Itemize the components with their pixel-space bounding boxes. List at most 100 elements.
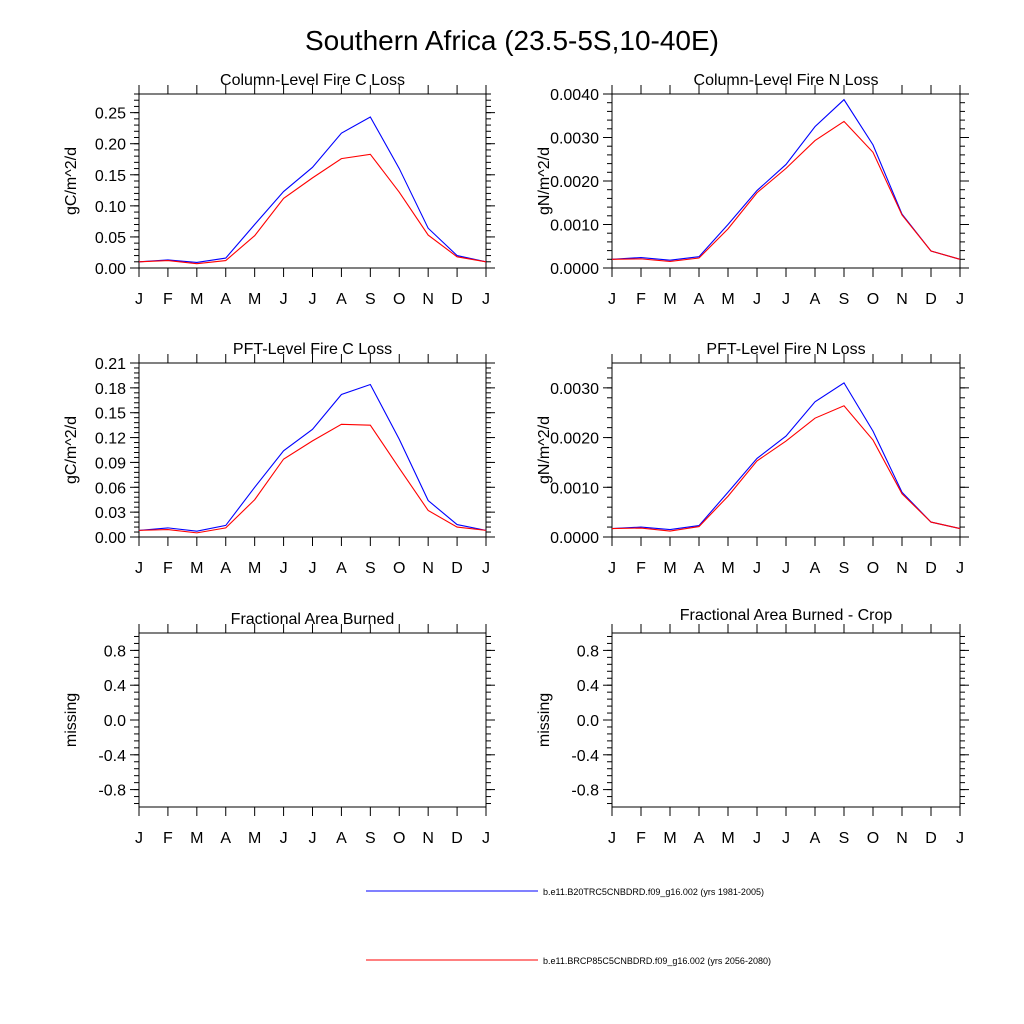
x-tick-label: J — [482, 830, 490, 847]
x-tick-label: J — [608, 830, 616, 847]
x-tick-label: F — [163, 830, 173, 847]
x-tick-label: J — [135, 830, 143, 847]
x-tick-label: F — [163, 291, 173, 308]
plot-frame — [611, 93, 961, 269]
plot-frame — [611, 632, 961, 808]
x-tick-label: O — [393, 830, 405, 847]
y-tick-label: 0.0030 — [550, 381, 599, 398]
y-tick-label: 0.20 — [95, 137, 126, 154]
y-tick-label: 0.00 — [95, 530, 126, 547]
y-tick-label: 0.0020 — [550, 431, 599, 448]
x-tick-label: J — [309, 830, 317, 847]
x-tick-label: A — [694, 560, 705, 577]
y-tick-label: -0.8 — [571, 783, 599, 800]
x-tick-label: M — [248, 291, 261, 308]
x-tick-label: M — [190, 291, 203, 308]
x-tick-label: J — [753, 291, 761, 308]
x-tick-label: S — [839, 291, 850, 308]
y-axis-label: gN/m^2/d — [536, 147, 553, 215]
x-tick-label: M — [190, 560, 203, 577]
x-tick-label: J — [482, 291, 490, 308]
x-tick-label: J — [956, 291, 964, 308]
x-tick-label: O — [393, 291, 405, 308]
series-line-1 — [138, 383, 487, 532]
x-tick-label: F — [636, 560, 646, 577]
plot-frame — [138, 93, 487, 269]
x-tick-label: A — [694, 291, 705, 308]
legend-label-2: b.e11.BRCP85C5CNBDRD.f09_g16.002 (yrs 20… — [543, 956, 771, 966]
plot-frame — [138, 632, 487, 808]
y-tick-label: 0.25 — [95, 106, 126, 123]
y-tick-label: 0.15 — [95, 168, 126, 185]
x-tick-label: S — [365, 291, 376, 308]
y-tick-label: 0.0 — [104, 713, 126, 730]
series-line-2 — [138, 423, 487, 534]
x-tick-label: A — [220, 291, 231, 308]
y-tick-label: -0.4 — [571, 748, 599, 765]
series-line-2 — [611, 405, 961, 532]
x-tick-label: A — [336, 560, 347, 577]
x-tick-label: D — [451, 560, 463, 577]
x-tick-label: J — [280, 560, 288, 577]
figure-title: Southern Africa (23.5-5S,10-40E) — [305, 25, 719, 56]
y-tick-label: 0.0020 — [550, 174, 599, 191]
y-tick-label: 0.0010 — [550, 218, 599, 235]
x-tick-label: D — [451, 291, 463, 308]
x-tick-label: A — [336, 291, 347, 308]
y-tick-label: 0.0000 — [550, 261, 599, 278]
x-tick-label: M — [663, 291, 676, 308]
x-tick-label: O — [867, 560, 879, 577]
x-tick-label: A — [810, 830, 821, 847]
y-tick-label: 0.0040 — [550, 87, 599, 104]
x-tick-label: J — [309, 291, 317, 308]
x-tick-label: S — [365, 560, 376, 577]
x-tick-label: O — [867, 830, 879, 847]
y-tick-label: 0.00 — [95, 261, 126, 278]
x-tick-label: D — [451, 830, 463, 847]
plot-frame — [138, 362, 487, 538]
series-line-2 — [611, 120, 961, 263]
x-tick-label: D — [925, 830, 937, 847]
x-tick-label: M — [721, 560, 734, 577]
x-tick-label: J — [608, 291, 616, 308]
x-tick-label: M — [663, 830, 676, 847]
y-axis-label: missing — [536, 693, 553, 747]
y-tick-label: 0.15 — [95, 406, 126, 423]
y-tick-label: -0.4 — [98, 748, 126, 765]
x-tick-label: J — [956, 830, 964, 847]
x-tick-label: N — [896, 830, 908, 847]
y-tick-label: 0.03 — [95, 505, 126, 522]
x-tick-label: N — [896, 291, 908, 308]
y-tick-label: 0.0 — [577, 713, 599, 730]
x-tick-label: J — [782, 291, 790, 308]
y-tick-label: 0.0010 — [550, 480, 599, 497]
x-tick-label: N — [422, 291, 434, 308]
x-tick-label: M — [721, 291, 734, 308]
panel-title: Column-Level Fire C Loss — [220, 72, 405, 89]
y-tick-label: 0.8 — [104, 643, 126, 660]
y-tick-label: 0.18 — [95, 381, 126, 398]
y-tick-label: 0.4 — [577, 678, 599, 695]
plot-frame — [611, 362, 961, 538]
panel-title: Fractional Area Burned — [231, 611, 395, 628]
x-tick-label: F — [636, 830, 646, 847]
y-axis-label: gC/m^2/d — [63, 147, 80, 215]
x-tick-label: D — [925, 560, 937, 577]
x-tick-label: F — [636, 291, 646, 308]
x-tick-label: J — [782, 830, 790, 847]
panel-title: Fractional Area Burned - Crop — [680, 607, 893, 624]
x-tick-label: F — [163, 560, 173, 577]
x-tick-label: N — [896, 560, 908, 577]
x-tick-label: D — [925, 291, 937, 308]
x-tick-label: M — [248, 560, 261, 577]
y-tick-label: 0.09 — [95, 455, 126, 472]
x-tick-label: M — [663, 560, 676, 577]
x-tick-label: A — [336, 830, 347, 847]
x-tick-label: A — [220, 560, 231, 577]
y-tick-label: 0.12 — [95, 431, 126, 448]
y-axis-label: gC/m^2/d — [63, 416, 80, 484]
